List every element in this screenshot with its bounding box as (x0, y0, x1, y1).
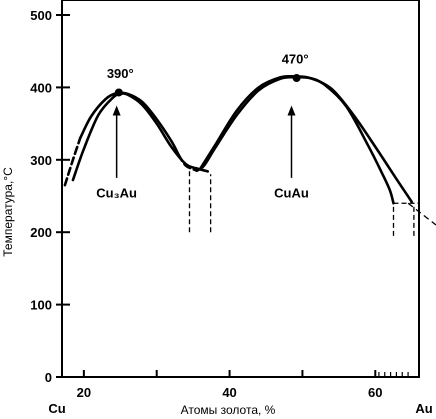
curve-4 (195, 75, 395, 205)
y-axis-title: Температура,°C (1, 167, 15, 257)
annotation-arrow-head (287, 105, 296, 116)
plot-frame (61, 0, 420, 378)
annotation-label: 390° (107, 66, 134, 81)
x-tick-label: 60 (368, 385, 382, 400)
guide-lines (112, 105, 436, 236)
x-right-end-label: Au (415, 401, 432, 416)
annotation-arrow-head (112, 105, 121, 116)
annotation-label: Cu₃Au (96, 185, 137, 200)
curve-0 (71, 92, 199, 182)
labels: 0 100 200 300 400 500 20 40 60 390° 470° Cu₃Au CuAu (30, 8, 382, 400)
y-tick-label: 300 (30, 153, 52, 168)
plot-border (61, 0, 420, 378)
y-tick-label: 500 (30, 8, 52, 23)
x-left-end-label: Cu (48, 401, 65, 416)
annotation-label: 470° (282, 51, 309, 66)
curves (63, 74, 414, 205)
x-tick-label: 20 (77, 385, 91, 400)
markers (114, 73, 301, 97)
curve-3 (177, 153, 199, 172)
maximum-marker (292, 73, 301, 82)
maximum-marker (114, 88, 123, 97)
curve-6 (195, 167, 210, 173)
curve-5 (199, 74, 414, 204)
x-tick-label: 40 (222, 385, 236, 400)
extension-guide (407, 202, 436, 226)
y-tick-label: 400 (30, 80, 52, 95)
y-tick-label: 200 (30, 225, 52, 240)
y-tick-label: 100 (30, 298, 52, 313)
y-tick-label: 0 (45, 370, 52, 385)
ticks (56, 14, 409, 378)
curve-2 (78, 91, 180, 157)
curve-1 (63, 136, 82, 187)
annotation-label: CuAu (274, 185, 309, 200)
x-axis-title: Атомы золота, % (181, 403, 276, 417)
